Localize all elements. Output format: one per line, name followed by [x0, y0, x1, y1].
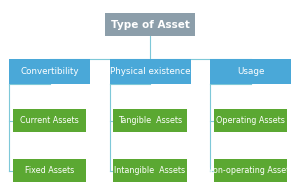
FancyBboxPatch shape — [9, 59, 90, 84]
Text: Intangible  Assets: Intangible Assets — [114, 166, 186, 175]
Text: Physical existence: Physical existence — [110, 67, 190, 76]
Text: Operating Assets: Operating Assets — [216, 116, 285, 125]
FancyBboxPatch shape — [105, 13, 195, 36]
FancyBboxPatch shape — [214, 109, 287, 132]
FancyBboxPatch shape — [13, 159, 86, 182]
Text: Usage: Usage — [237, 67, 264, 76]
FancyBboxPatch shape — [214, 159, 287, 182]
FancyBboxPatch shape — [113, 159, 187, 182]
Text: Current Assets: Current Assets — [20, 116, 79, 125]
Text: Type of Asset: Type of Asset — [111, 19, 189, 30]
FancyBboxPatch shape — [110, 59, 190, 84]
FancyBboxPatch shape — [13, 109, 86, 132]
Text: Tangible  Assets: Tangible Assets — [118, 116, 182, 125]
Text: Convertibility: Convertibility — [20, 67, 79, 76]
FancyBboxPatch shape — [113, 109, 187, 132]
FancyBboxPatch shape — [210, 59, 291, 84]
Text: Fixed Assets: Fixed Assets — [25, 166, 74, 175]
Text: Non-operating Assets: Non-operating Assets — [207, 166, 294, 175]
